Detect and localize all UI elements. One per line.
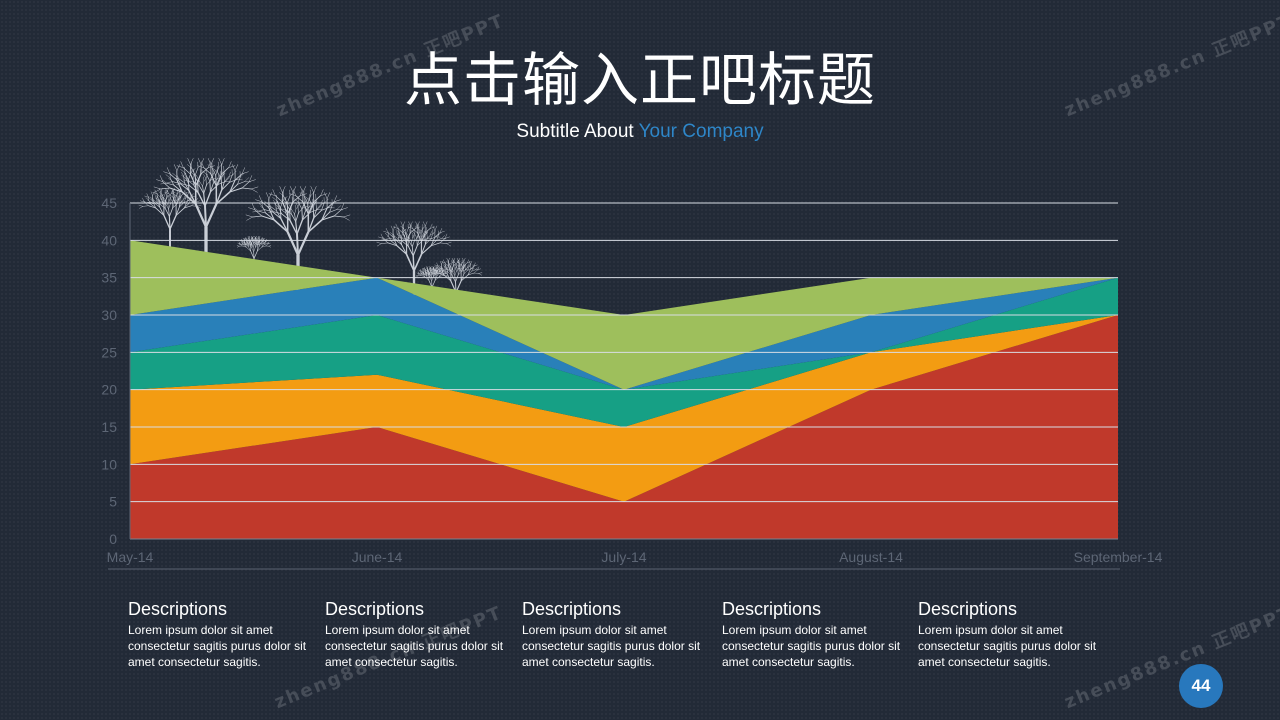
description-text: Lorem ipsum dolor sit amet consectetur s… — [522, 623, 701, 669]
chart-gridlines — [108, 202, 1120, 570]
slide-subtitle: Subtitle About Your Company — [0, 120, 1280, 144]
y-tick-label: 10 — [101, 456, 117, 472]
bare-tree — [245, 186, 351, 292]
area-series-1 — [130, 315, 1118, 539]
description-item: Descriptions Lorem ipsum dolor sit amet … — [325, 598, 525, 670]
page-number-badge: 44 — [1179, 664, 1223, 708]
x-tick-label: June-14 — [352, 549, 403, 565]
y-tick-label: 20 — [101, 382, 117, 398]
y-tick-label: 35 — [101, 270, 117, 286]
y-tick-label: 15 — [101, 419, 117, 435]
y-tick-label: 25 — [101, 344, 117, 360]
area-series-4 — [130, 277, 1118, 390]
subtitle-prefix: Subtitle About — [516, 121, 639, 142]
description-title: Descriptions — [128, 599, 228, 619]
description-title: Descriptions — [722, 599, 822, 619]
descriptions-row: Descriptions Lorem ipsum dolor sit amet … — [0, 598, 1280, 678]
bare-tree — [376, 221, 452, 298]
x-axis: May-14 June-14 July-14 August-14 September-1… — [107, 549, 1163, 565]
description-item: Descriptions Lorem ipsum dolor sit amet … — [128, 598, 328, 670]
y-tick-label: 0 — [109, 531, 117, 547]
description-title: Descriptions — [522, 599, 622, 619]
description-item: Descriptions Lorem ipsum dolor sit amet … — [918, 598, 1118, 670]
x-tick-label: July-14 — [601, 549, 646, 565]
bare-tree — [236, 235, 272, 271]
y-tick-label: 30 — [101, 307, 117, 323]
slide-title: 点击输入正吧标题 — [403, 46, 876, 114]
x-tick-label: May-14 — [107, 549, 154, 565]
description-title: Descriptions — [918, 599, 1018, 619]
y-tick-label: 5 — [109, 494, 117, 510]
bare-tree — [153, 158, 259, 264]
y-tick-label: 40 — [101, 232, 117, 248]
subtitle-accent: Your Company — [638, 121, 764, 142]
x-tick-label: September-14 — [1074, 549, 1163, 565]
y-tick-label: 45 — [101, 195, 117, 211]
description-text: Lorem ipsum dolor sit amet consectetur s… — [918, 623, 1097, 669]
description-text: Lorem ipsum dolor sit amet consectetur s… — [325, 623, 504, 669]
bare-tree — [138, 187, 202, 251]
x-tick-label: August-14 — [839, 549, 903, 565]
description-text: Lorem ipsum dolor sit amet consectetur s… — [128, 623, 307, 669]
description-item: Descriptions Lorem ipsum dolor sit amet … — [522, 598, 722, 670]
area-series-2 — [130, 315, 1118, 502]
description-text: Lorem ipsum dolor sit amet consectetur s… — [722, 623, 901, 669]
description-title: Descriptions — [325, 599, 425, 619]
description-item: Descriptions Lorem ipsum dolor sit amet … — [722, 598, 922, 670]
y-axis: 0 5 10 15 20 25 30 35 40 45 — [101, 195, 117, 547]
